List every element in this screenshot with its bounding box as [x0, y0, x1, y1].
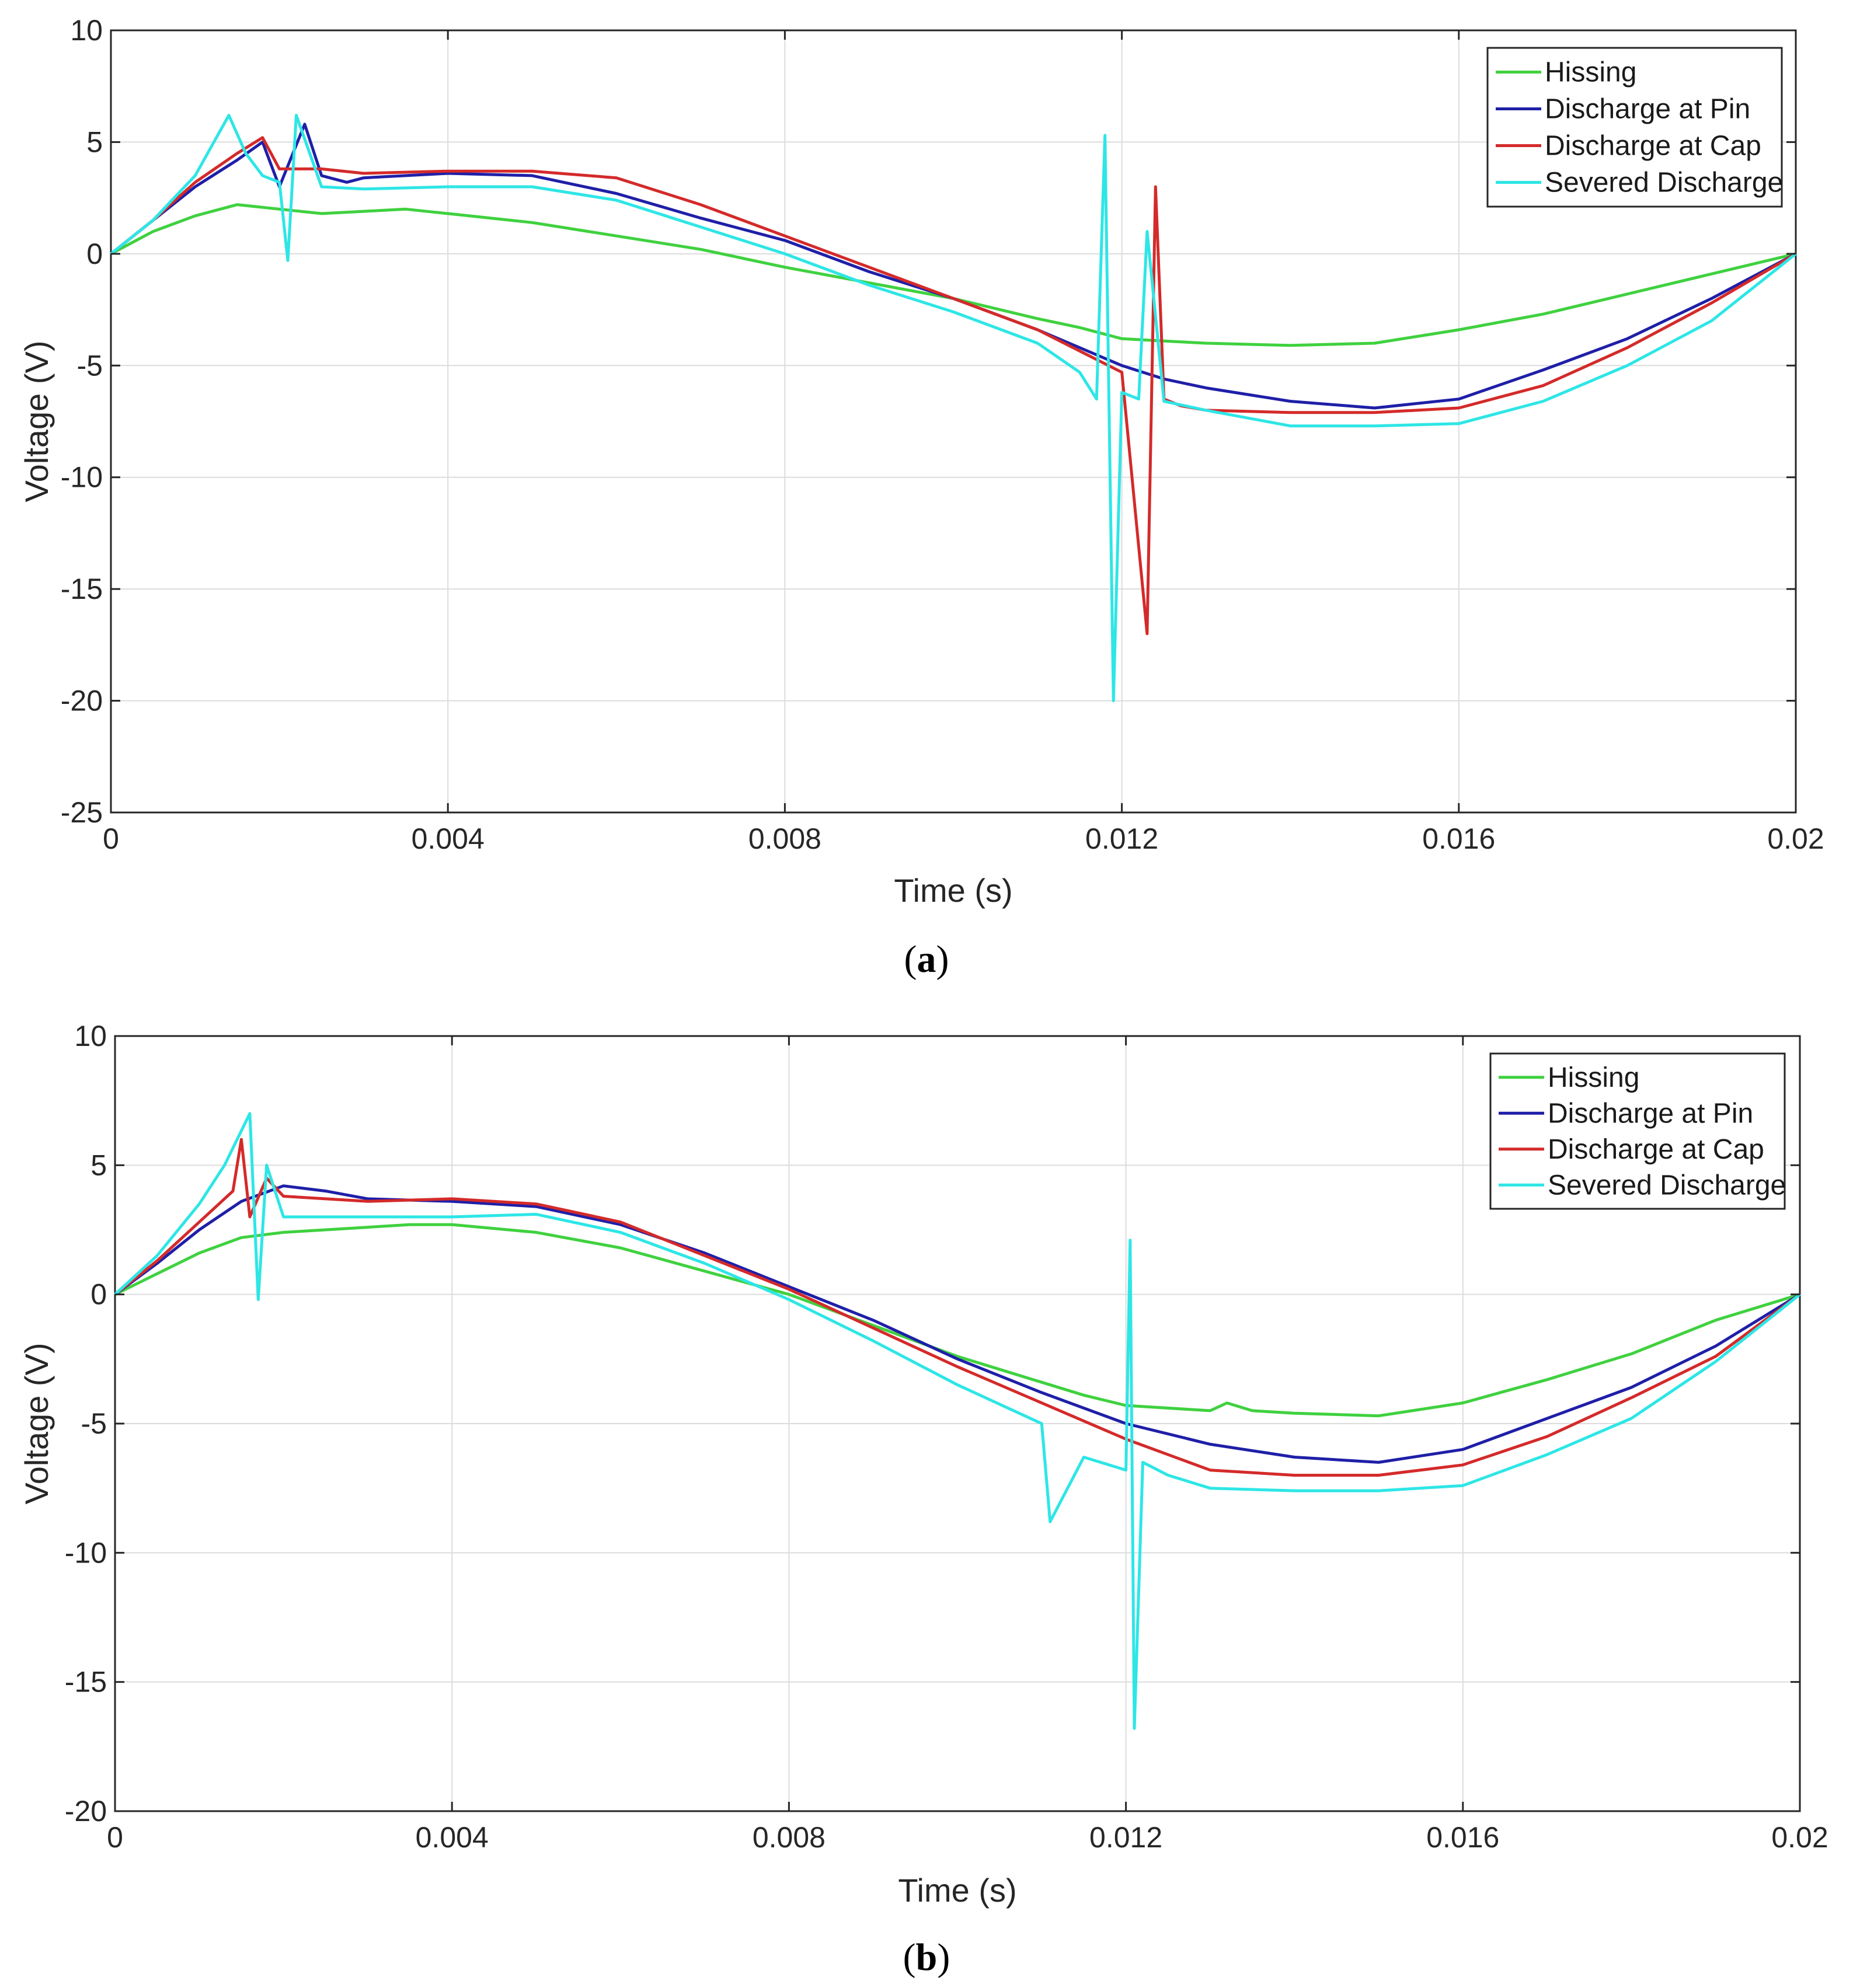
caption-close: ) [937, 1936, 950, 1979]
series-line-hissing [110, 203, 1796, 347]
caption-letter: a [917, 938, 936, 981]
series-layer [110, 114, 1797, 703]
legend-label-hissing: Hissing [1548, 1062, 1639, 1093]
x-tick-label: 0.008 [753, 1821, 826, 1854]
legend: Hissing Discharge at Pin Discharge at Ca… [1489, 1052, 1786, 1210]
grid-lines [111, 30, 1796, 812]
y-tick-label: -5 [77, 349, 103, 382]
y-tick-label: 10 [74, 1020, 107, 1052]
y-tick-label: -5 [81, 1407, 107, 1440]
y-tick-label: 5 [90, 1149, 107, 1181]
y-axis-label: Voltage (V) [18, 340, 55, 502]
x-tick-label: 0 [107, 1821, 123, 1854]
x-tick-label: 0.02 [1771, 1821, 1828, 1854]
legend-box [1486, 47, 1783, 208]
y-tick-label: -10 [65, 1536, 107, 1569]
y-tick-label: -20 [61, 685, 103, 717]
x-tick-label: 0.012 [1089, 1821, 1162, 1854]
legend-label-severed-discharge: Severed Discharge [1548, 1170, 1786, 1201]
x-tick-labels: 0 0.004 0.008 0.012 0.016 0.02 [107, 1821, 1828, 1854]
caption-open: ( [904, 938, 917, 981]
y-tick-label: -10 [61, 461, 103, 494]
y-tick-label: 0 [86, 238, 103, 270]
y-tick-label: 5 [86, 125, 103, 158]
x-tick-label: 0.004 [412, 822, 485, 855]
y-tick-label: 0 [90, 1278, 107, 1311]
tick-marks [114, 1035, 1801, 1812]
panel-caption-a: (a) [904, 938, 949, 981]
legend-label-discharge-at-cap: Discharge at Cap [1545, 131, 1761, 162]
legend-label-discharge-at-pin: Discharge at Pin [1545, 94, 1750, 125]
x-tick-labels: 0 0.004 0.008 0.012 0.016 0.02 [103, 822, 1824, 855]
x-tick-label: 0.016 [1422, 822, 1495, 855]
caption-close: ) [936, 938, 949, 981]
series-layer [114, 1112, 1801, 1730]
legend: Hissing Discharge at Pin Discharge at Ca… [1486, 47, 1783, 208]
series-line-discharge-at-pin [110, 123, 1797, 410]
caption-letter: b [916, 1936, 938, 1979]
x-tick-label: 0.02 [1767, 822, 1824, 855]
y-tick-label: -15 [65, 1666, 107, 1698]
y-tick-labels: 10 5 0 -5 -10 -15 -20 -25 [61, 14, 103, 829]
panel-caption-b: (b) [903, 1936, 950, 1979]
legend-label-severed-discharge: Severed Discharge [1545, 168, 1783, 198]
tick-marks [110, 29, 1797, 814]
series-line-severed-discharge [114, 1112, 1801, 1730]
legend-box [1489, 1052, 1786, 1210]
x-axis-label: Time (s) [898, 1872, 1016, 1909]
x-tick-label: 0.016 [1426, 1821, 1499, 1854]
caption-open: ( [903, 1936, 916, 1979]
y-axis-label: Voltage (V) [18, 1342, 55, 1504]
chart-panel-a: 0 0.004 0.008 0.012 0.016 0.02 10 5 0 -5… [18, 14, 1824, 981]
y-tick-label: -25 [61, 796, 103, 829]
y-tick-labels: 10 5 0 -5 -10 -15 -20 [65, 1020, 107, 1827]
x-axis-label: Time (s) [894, 872, 1012, 909]
legend-label-discharge-at-cap: Discharge at Cap [1548, 1134, 1764, 1165]
series-line-discharge-at-cap [110, 136, 1797, 636]
y-tick-label: 10 [70, 14, 103, 47]
legend-label-hissing: Hissing [1545, 57, 1636, 88]
x-tick-label: 0.008 [748, 822, 821, 855]
chart-panel-b: 0 0.004 0.008 0.012 0.016 0.02 10 5 0 -5… [18, 1020, 1828, 1979]
y-tick-label: -15 [61, 573, 103, 605]
series-line-discharge-at-cap [114, 1138, 1801, 1477]
y-tick-label: -20 [65, 1795, 107, 1827]
x-tick-label: 0 [103, 822, 119, 855]
legend-label-discharge-at-pin: Discharge at Pin [1548, 1098, 1753, 1129]
x-tick-label: 0.012 [1085, 822, 1158, 855]
x-tick-label: 0.004 [416, 1821, 489, 1854]
series-line-severed-discharge [110, 114, 1797, 703]
